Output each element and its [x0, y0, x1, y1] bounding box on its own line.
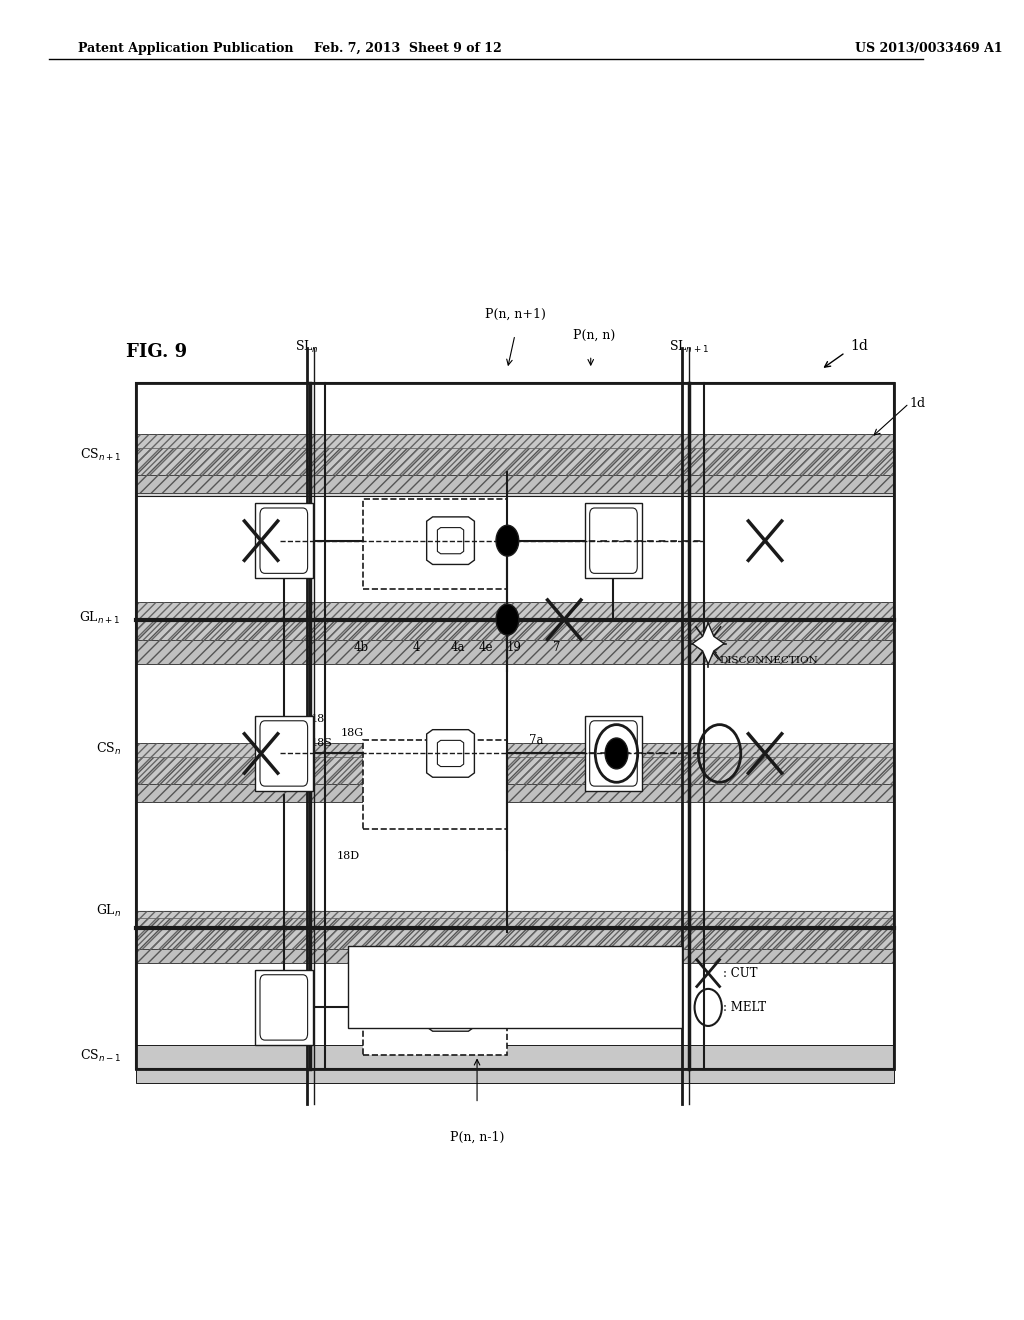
Text: 18S: 18S — [310, 738, 332, 748]
Bar — [136, 919, 894, 962]
Bar — [136, 602, 894, 640]
FancyBboxPatch shape — [260, 721, 307, 787]
FancyBboxPatch shape — [590, 721, 637, 787]
Polygon shape — [437, 741, 464, 767]
Text: DISCONNECTION: DISCONNECTION — [720, 656, 818, 665]
Text: 7: 7 — [553, 642, 560, 653]
Text: 18G: 18G — [341, 727, 364, 738]
Text: CS$_{n-1}$: CS$_{n-1}$ — [80, 1048, 121, 1064]
Circle shape — [496, 605, 519, 635]
Bar — [136, 743, 894, 784]
Polygon shape — [692, 623, 724, 664]
FancyBboxPatch shape — [590, 508, 637, 573]
Polygon shape — [427, 983, 474, 1031]
Text: 19: 19 — [507, 642, 521, 653]
FancyBboxPatch shape — [585, 503, 642, 578]
FancyBboxPatch shape — [585, 715, 642, 791]
Polygon shape — [437, 528, 464, 554]
FancyBboxPatch shape — [260, 508, 307, 573]
Text: 18D: 18D — [337, 851, 360, 862]
Text: SL$_n$: SL$_n$ — [295, 339, 318, 355]
FancyBboxPatch shape — [255, 503, 312, 578]
Text: : MELT: : MELT — [723, 1001, 767, 1014]
Text: 4e: 4e — [479, 642, 494, 653]
Bar — [364, 966, 507, 1056]
Bar — [136, 434, 894, 475]
Bar — [136, 383, 894, 1069]
Text: GL$_{n+1}$: GL$_{n+1}$ — [80, 610, 121, 626]
Text: 14: 14 — [462, 744, 477, 756]
Bar — [136, 919, 894, 962]
Text: GL$_n$: GL$_n$ — [95, 903, 121, 919]
FancyBboxPatch shape — [255, 970, 312, 1045]
Circle shape — [605, 738, 628, 768]
Polygon shape — [427, 730, 474, 777]
FancyBboxPatch shape — [260, 974, 307, 1040]
Text: 1d: 1d — [909, 397, 925, 411]
FancyBboxPatch shape — [136, 911, 894, 949]
Text: US 2013/0033469 A1: US 2013/0033469 A1 — [855, 42, 1002, 55]
Text: 4a: 4a — [451, 642, 465, 653]
Text: 7a: 7a — [529, 734, 544, 747]
FancyBboxPatch shape — [136, 455, 894, 496]
Text: SL$_{n+1}$: SL$_{n+1}$ — [670, 339, 710, 355]
FancyBboxPatch shape — [255, 715, 312, 791]
Text: 6: 6 — [437, 744, 444, 756]
Polygon shape — [427, 517, 474, 565]
Text: 18: 18 — [310, 714, 325, 725]
Text: Feb. 7, 2013  Sheet 9 of 12: Feb. 7, 2013 Sheet 9 of 12 — [314, 42, 502, 55]
FancyBboxPatch shape — [136, 750, 894, 791]
Bar — [364, 739, 507, 829]
Text: P(n, n-1): P(n, n-1) — [450, 1131, 504, 1144]
Bar — [136, 619, 894, 664]
Bar — [136, 447, 894, 492]
Bar — [136, 911, 894, 949]
Bar — [136, 756, 894, 801]
Text: CS$_n$: CS$_n$ — [95, 741, 121, 756]
Bar — [136, 756, 894, 801]
Text: P(n, n+1): P(n, n+1) — [484, 308, 546, 321]
Bar — [136, 619, 894, 664]
Bar — [136, 447, 894, 492]
Circle shape — [496, 525, 519, 556]
Text: 1d: 1d — [850, 339, 868, 352]
FancyBboxPatch shape — [136, 616, 894, 653]
Text: FIG. 9: FIG. 9 — [126, 343, 187, 362]
Text: 7b: 7b — [383, 744, 398, 756]
Bar — [136, 743, 894, 784]
Text: : CUT: : CUT — [723, 966, 758, 979]
Bar — [348, 945, 682, 1028]
Bar — [136, 1045, 894, 1082]
Text: 4b: 4b — [353, 642, 369, 653]
Text: CS$_{n+1}$: CS$_{n+1}$ — [80, 447, 121, 463]
Text: P(n, n): P(n, n) — [573, 329, 615, 342]
Bar — [136, 602, 894, 640]
Bar — [136, 383, 894, 1069]
Text: 4: 4 — [413, 642, 420, 653]
Bar — [136, 383, 894, 1069]
Bar — [364, 499, 507, 589]
Text: Patent Application Publication: Patent Application Publication — [78, 42, 293, 55]
Bar — [136, 434, 894, 475]
Bar — [136, 911, 894, 949]
Polygon shape — [437, 994, 464, 1020]
